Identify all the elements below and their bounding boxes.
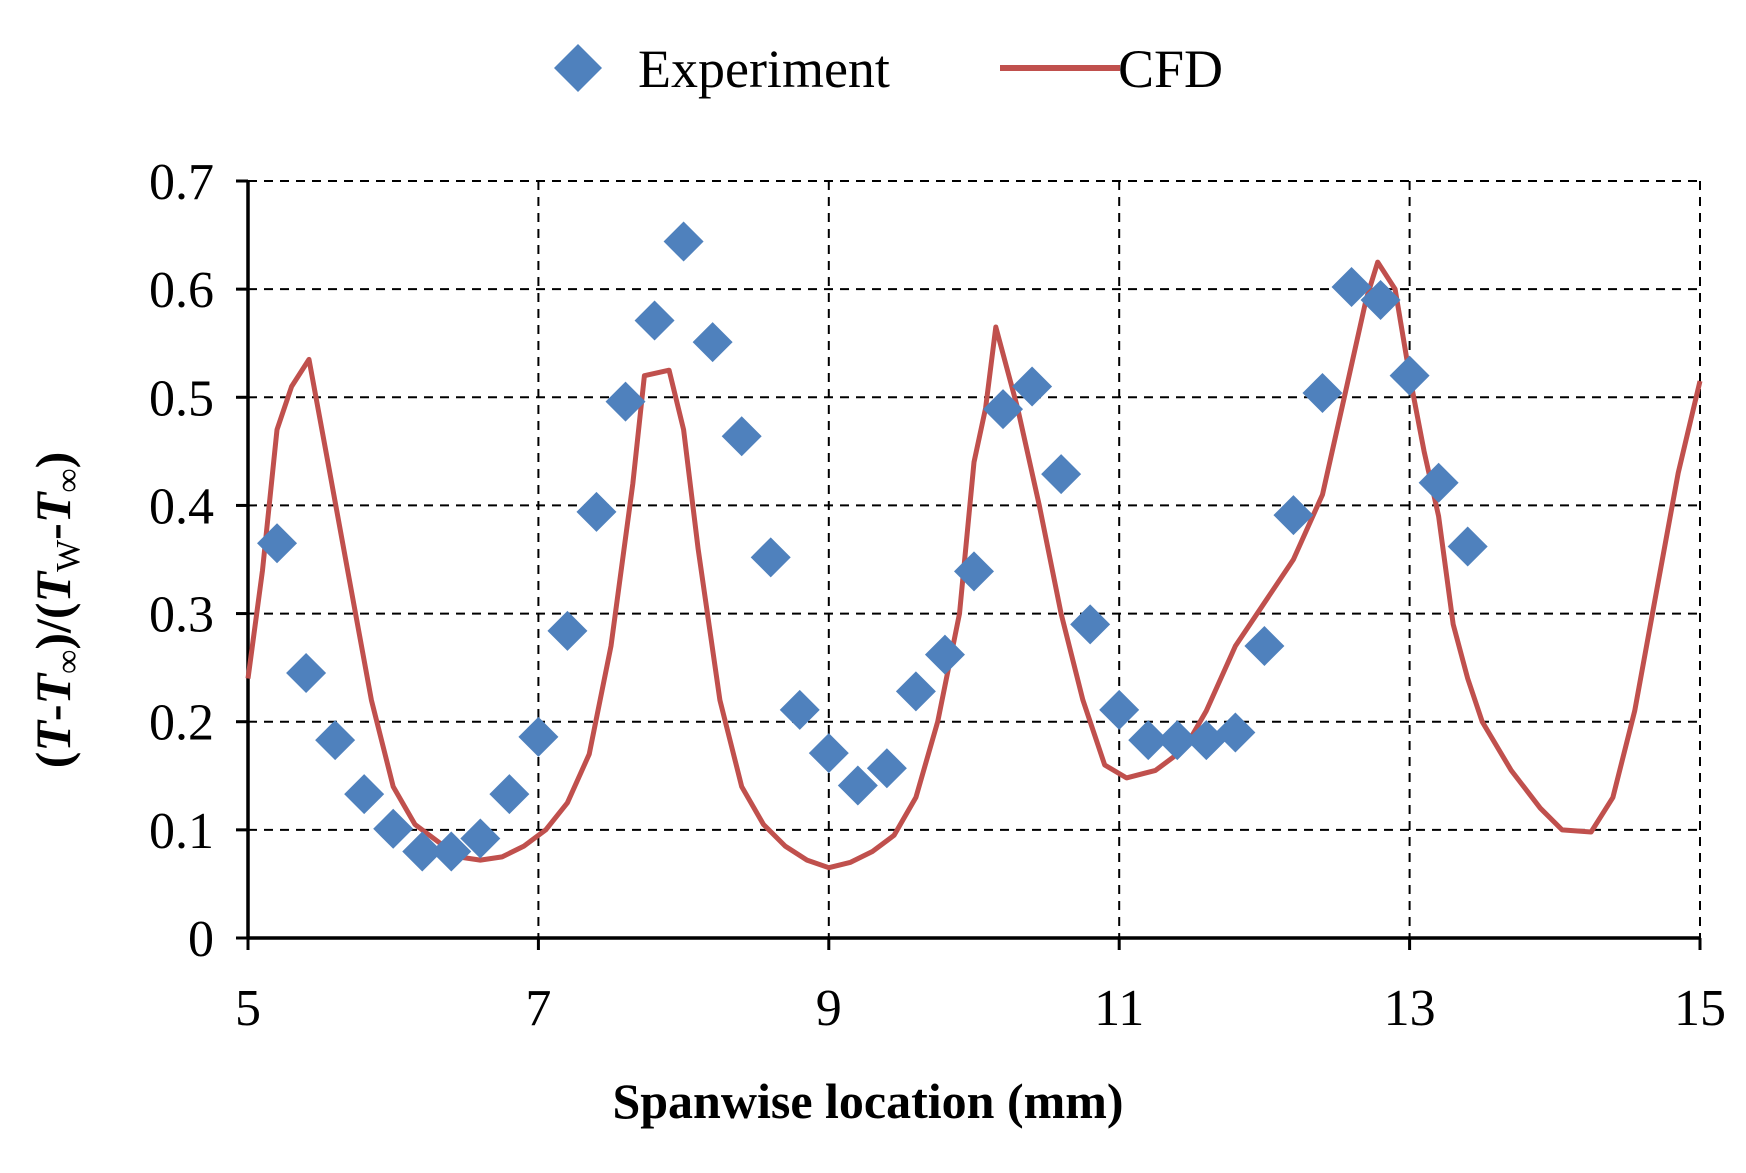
experiment-point <box>750 537 791 578</box>
cfd-line <box>245 259 1703 871</box>
experiment-point <box>315 720 356 761</box>
y-axis-title: (T-T∞)/(TW-T∞) <box>25 452 87 769</box>
experiment-point <box>1273 495 1314 536</box>
legend-cfd-label: CFD <box>1118 39 1223 99</box>
experiment-point <box>1041 454 1082 495</box>
experiment-point <box>634 300 675 341</box>
grid <box>248 180 1701 938</box>
experiment-point <box>721 416 762 457</box>
x-tick-label: 7 <box>525 980 551 1037</box>
y-tick-label: 0.6 <box>149 262 214 319</box>
experiment-point <box>954 551 994 592</box>
experiment-point <box>779 689 820 730</box>
experiment-point <box>837 765 878 806</box>
experiment-point <box>1186 720 1227 761</box>
x-tick-label: 11 <box>1094 980 1144 1037</box>
experiment-point <box>1012 366 1053 407</box>
x-tick-label: 9 <box>816 980 842 1037</box>
experiment-series <box>257 221 1488 872</box>
experiment-point <box>924 634 965 675</box>
x-axis-title: Spanwise location (mm) <box>612 1073 1123 1129</box>
experiment-point <box>460 818 501 859</box>
x-tick-label: 5 <box>235 980 261 1037</box>
y-tick-label: 0.4 <box>149 478 214 535</box>
experiment-point <box>547 610 588 651</box>
experiment-point <box>895 671 936 712</box>
experiment-point <box>1418 462 1459 503</box>
legend: Experiment CFD <box>554 39 1223 99</box>
experiment-point <box>257 523 298 564</box>
legend-experiment-marker <box>554 44 602 92</box>
experiment-point <box>344 774 385 815</box>
experiment-point <box>1128 720 1169 761</box>
experiment-point <box>1447 526 1488 567</box>
experiment-point <box>1331 266 1372 307</box>
experiment-point <box>1157 720 1198 761</box>
experiment-point <box>1302 372 1343 413</box>
y-tick-label: 0 <box>188 911 214 968</box>
y-tick-label: 0.1 <box>149 803 214 860</box>
experiment-point <box>1099 689 1140 730</box>
axes <box>236 179 1702 950</box>
y-tick-label: 0.3 <box>149 587 214 644</box>
experiment-point <box>605 381 646 422</box>
legend-experiment-label: Experiment <box>638 39 890 99</box>
y-tick-label: 0.7 <box>149 154 214 211</box>
experiment-point <box>1244 626 1285 667</box>
experiment-point <box>1215 712 1256 753</box>
experiment-point <box>1389 355 1430 396</box>
experiment-point <box>518 716 559 757</box>
x-tick-label: 15 <box>1674 980 1726 1037</box>
experiment-point <box>373 808 414 849</box>
y-tick-label: 0.5 <box>149 370 214 427</box>
cfd-series <box>245 259 1703 871</box>
experiment-point <box>663 221 704 262</box>
tick-labels: 0 0.1 0.2 0.3 0.4 0.5 0.6 0.7 5 7 9 11 13 15 <box>149 154 1726 1037</box>
experiment-point <box>489 774 530 815</box>
experiment-point <box>983 389 1024 430</box>
experiment-point <box>866 748 907 789</box>
experiment-point <box>1070 604 1111 645</box>
x-tick-label: 13 <box>1384 980 1436 1037</box>
experiment-point <box>1360 279 1401 320</box>
y-tick-label: 0.2 <box>149 695 214 752</box>
experiment-point <box>692 322 733 363</box>
experiment-point <box>576 491 617 532</box>
experiment-point <box>808 733 849 774</box>
experiment-point <box>402 831 443 872</box>
experiment-point <box>431 831 472 872</box>
experiment-point <box>286 653 327 694</box>
